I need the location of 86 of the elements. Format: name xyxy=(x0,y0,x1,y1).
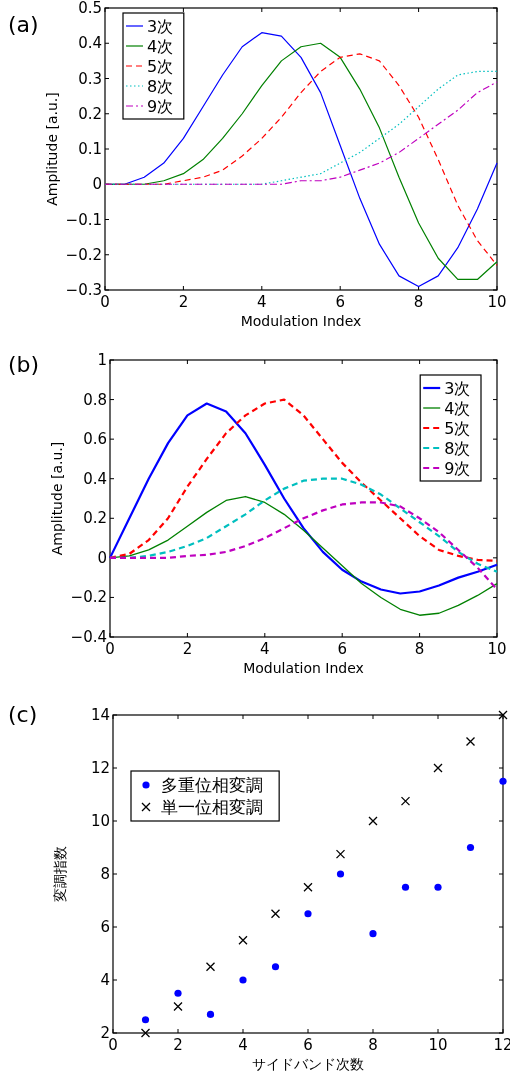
x-tick-label: 10 xyxy=(428,1036,448,1054)
x-tick-label: 8 xyxy=(413,293,424,311)
x-tick-label: 4 xyxy=(257,293,267,311)
chart-title: (b) xyxy=(8,352,40,377)
x-tick-label: 10 xyxy=(487,640,507,658)
x-axis-title: Modulation Index xyxy=(243,660,364,676)
y-tick-label: 8 xyxy=(100,865,110,883)
point xyxy=(466,843,475,852)
legend-label: 多重位相変調 xyxy=(161,775,263,796)
point xyxy=(239,976,247,984)
point xyxy=(238,935,248,945)
point xyxy=(206,1010,215,1019)
legend-label: 5次 xyxy=(147,56,174,76)
legend-label: 単一位相変調 xyxy=(161,797,263,818)
y-tick-label: 0.8 xyxy=(83,390,107,409)
chart-title: (c) xyxy=(8,702,38,727)
legend-label: 4次 xyxy=(444,398,471,418)
y-tick-label: 12 xyxy=(90,759,110,777)
point xyxy=(173,1001,183,1012)
y-tick-label: 0.3 xyxy=(78,69,102,88)
point xyxy=(498,710,508,720)
point xyxy=(434,883,442,891)
y-tick-label: 6 xyxy=(100,918,110,936)
y-tick-label: 0.5 xyxy=(78,0,102,17)
y-tick-label: 0.4 xyxy=(78,34,102,53)
y-axis-title: 変調指数 xyxy=(52,846,68,902)
y-axis-title: Amplitude [a.u.] xyxy=(44,92,60,206)
x-tick-label: 10 xyxy=(487,293,507,311)
legend-label: 5次 xyxy=(444,418,471,438)
point xyxy=(205,962,216,972)
y-tick-label: −0.3 xyxy=(65,281,102,299)
point xyxy=(140,1028,151,1038)
point xyxy=(368,816,378,826)
legend-label: 3次 xyxy=(444,378,471,398)
y-tick-label: 14 xyxy=(90,706,110,724)
line-series xyxy=(108,398,499,562)
y-tick-label: 0.4 xyxy=(83,469,107,488)
point xyxy=(141,1016,150,1024)
legend-label: 9次 xyxy=(444,458,471,478)
legend-label: 8次 xyxy=(147,76,174,96)
x-tick-label: 8 xyxy=(414,640,425,658)
x-axis-title: サイドバンド次数 xyxy=(252,1056,364,1072)
x-tick-label: 2 xyxy=(173,1036,183,1054)
point xyxy=(335,849,346,859)
x-tick-label: 8 xyxy=(368,1036,378,1054)
x-tick-label: 4 xyxy=(238,1036,248,1054)
y-tick-label: 10 xyxy=(90,812,110,830)
point xyxy=(433,763,443,773)
point xyxy=(400,796,411,806)
chart-title: (a) xyxy=(8,12,39,37)
legend-label: 4次 xyxy=(147,36,174,56)
y-axis-title: Amplitude [a.u.] xyxy=(49,441,65,556)
point xyxy=(303,882,313,892)
y-tick-label: 0.2 xyxy=(78,104,102,123)
y-tick-label: 4 xyxy=(100,971,110,989)
y-tick-label: 0 xyxy=(97,548,107,567)
point xyxy=(369,930,377,938)
x-tick-label: 2 xyxy=(182,640,193,658)
x-tick-label: 6 xyxy=(337,640,347,658)
line-series xyxy=(108,402,499,595)
point xyxy=(499,777,507,785)
point xyxy=(270,909,281,919)
y-tick-label: 1 xyxy=(97,351,107,369)
point xyxy=(336,870,345,878)
line-series xyxy=(108,501,499,591)
y-tick-label: −0.2 xyxy=(65,245,102,264)
y-tick-label: 0.6 xyxy=(83,430,107,449)
x-tick-label: 6 xyxy=(303,1036,313,1054)
x-tick-label: 6 xyxy=(335,293,345,311)
point xyxy=(174,989,182,997)
point xyxy=(401,883,410,891)
y-tick-label: −0.1 xyxy=(65,210,102,229)
x-tick-label: 2 xyxy=(178,293,189,311)
y-tick-label: 0.1 xyxy=(78,140,102,158)
y-tick-label: 0 xyxy=(92,175,102,194)
x-axis-title: Modulation Index xyxy=(240,313,362,329)
x-tick-label: 4 xyxy=(260,640,270,658)
y-tick-label: −0.2 xyxy=(70,588,107,607)
legend-label: 3次 xyxy=(147,16,174,36)
point xyxy=(271,963,280,971)
point xyxy=(465,736,476,747)
y-tick-label: 0.2 xyxy=(83,509,107,528)
y-tick-label: 2 xyxy=(100,1024,110,1042)
point xyxy=(304,910,312,918)
legend-label: 9次 xyxy=(147,96,174,116)
legend-label: 8次 xyxy=(444,438,471,458)
